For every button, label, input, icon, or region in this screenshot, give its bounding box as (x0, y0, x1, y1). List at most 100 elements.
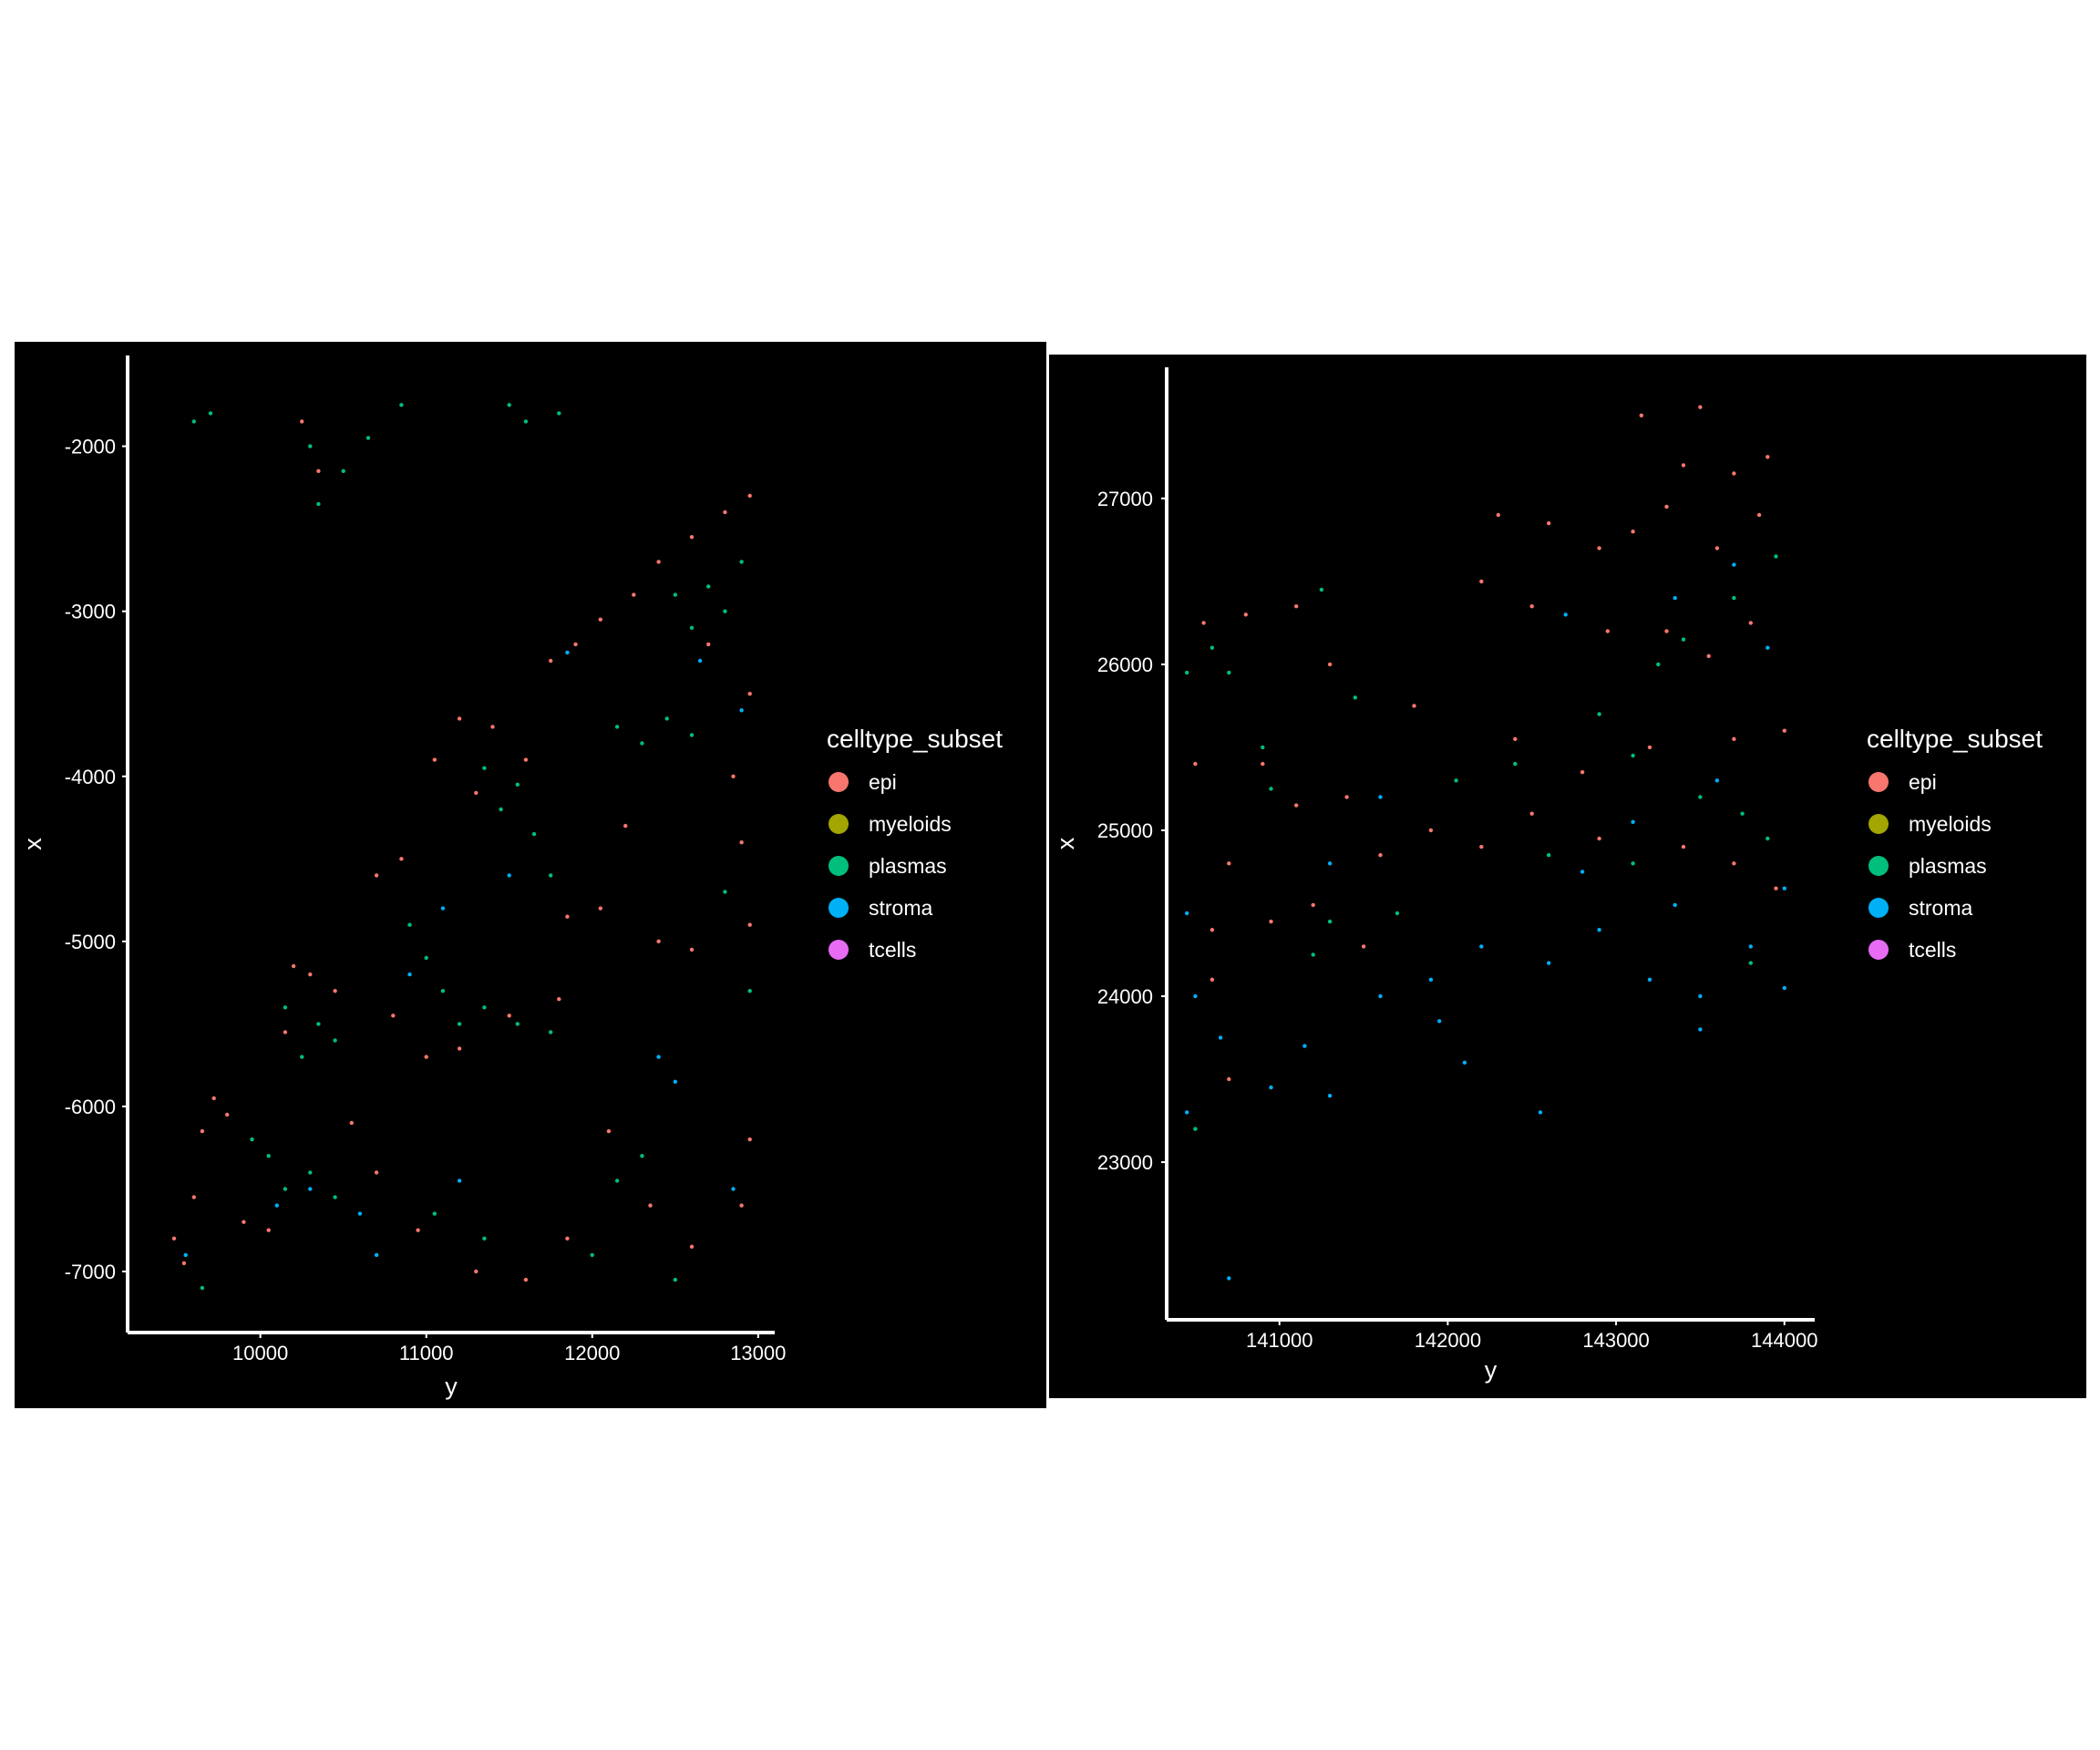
point-stroma (1437, 1019, 1442, 1024)
point-stroma (565, 650, 570, 655)
point-stroma (1673, 902, 1677, 908)
point-plasmas (1454, 778, 1458, 783)
point-epi (283, 1030, 288, 1035)
legend-label-epi: epi (869, 770, 897, 794)
point-epi (1597, 836, 1601, 841)
point-epi (565, 914, 570, 919)
point-epi (291, 963, 296, 969)
point-plasmas (200, 1285, 205, 1291)
point-epi (739, 840, 744, 845)
point-stroma (697, 658, 703, 664)
point-plasmas (208, 411, 213, 416)
point-plasmas (266, 1154, 271, 1158)
legend-title: celltype_subset (1867, 725, 2043, 753)
point-plasmas (482, 766, 487, 770)
point-epi (1529, 811, 1534, 816)
point-stroma (1714, 778, 1720, 783)
point-stroma (1631, 819, 1635, 824)
point-epi (1210, 928, 1215, 932)
point-stroma (407, 972, 412, 977)
point-plasmas (482, 1005, 487, 1010)
point-stroma (656, 1055, 661, 1059)
x-tick-label: 144000 (1751, 1329, 1817, 1352)
y-tick-label: -7000 (65, 1261, 116, 1283)
point-plasmas (341, 468, 345, 473)
point-plasmas (1193, 1127, 1198, 1131)
point-epi (181, 1261, 187, 1266)
point-epi (747, 692, 752, 696)
point-epi (1782, 728, 1787, 733)
point-epi (747, 493, 752, 499)
point-stroma (274, 1203, 279, 1208)
y-tick-label: 25000 (1097, 819, 1153, 842)
point-plasmas (399, 403, 404, 407)
point-stroma (1563, 612, 1568, 617)
point-epi (1294, 604, 1299, 609)
point-epi (200, 1128, 205, 1134)
point-plasmas (614, 1179, 620, 1183)
legend-label-plasmas: plasmas (869, 854, 947, 878)
panel-background (15, 342, 1046, 1408)
point-plasmas (482, 1236, 487, 1241)
legend-label-epi: epi (1909, 770, 1937, 794)
point-epi (1294, 803, 1299, 808)
point-epi (507, 1014, 511, 1018)
point-plasmas (723, 890, 727, 894)
point-epi (1706, 654, 1711, 658)
point-epi (1681, 844, 1686, 849)
point-plasmas (365, 436, 371, 440)
point-stroma (731, 1187, 736, 1191)
legend-key-tcells (1868, 940, 1889, 960)
point-epi (689, 1244, 695, 1250)
legend-key-tcells (829, 940, 849, 960)
point-epi (1327, 662, 1333, 667)
point-plasmas (640, 741, 644, 746)
point-stroma (1597, 928, 1601, 932)
point-epi (211, 1096, 216, 1101)
point-plasmas (1513, 761, 1518, 767)
point-epi (1210, 977, 1215, 983)
point-epi (523, 1277, 529, 1282)
x-tick-label: 142000 (1415, 1329, 1481, 1352)
panel-background (1049, 355, 2086, 1398)
point-epi (656, 560, 661, 564)
point-plasmas (1698, 795, 1703, 799)
point-plasmas (1353, 695, 1358, 700)
point-epi (1227, 1076, 1231, 1082)
point-epi (1732, 861, 1736, 866)
point-epi (490, 725, 495, 729)
point-stroma (1698, 1027, 1703, 1032)
point-stroma (1673, 595, 1677, 601)
point-stroma (374, 1252, 379, 1258)
point-epi (457, 716, 462, 721)
point-epi (300, 419, 304, 424)
legend-title: celltype_subset (827, 725, 1003, 753)
point-plasmas (333, 1195, 337, 1199)
point-epi (1412, 704, 1416, 708)
point-stroma (1218, 1035, 1223, 1040)
point-plasmas (1597, 712, 1601, 716)
y-tick-label: -5000 (65, 931, 116, 953)
point-epi (723, 510, 727, 515)
point-plasmas (283, 1005, 288, 1010)
point-stroma (1185, 911, 1189, 916)
point-epi (457, 1046, 462, 1051)
point-epi (266, 1228, 271, 1232)
point-epi (474, 1269, 479, 1274)
point-plasmas (549, 873, 553, 878)
point-plasmas (1210, 645, 1215, 650)
y-tick-label: 23000 (1097, 1151, 1153, 1174)
point-epi (1597, 546, 1601, 551)
point-epi (191, 1195, 196, 1199)
point-plasmas (440, 989, 446, 993)
x-axis-title: y (1485, 1356, 1498, 1384)
point-plasmas (1185, 670, 1189, 675)
point-plasmas (308, 444, 313, 448)
point-epi (349, 1120, 354, 1126)
point-plasmas (706, 584, 711, 589)
legend-key-myeloids (1868, 814, 1889, 834)
point-epi (333, 989, 337, 993)
point-plasmas (515, 782, 520, 787)
point-epi (1269, 919, 1273, 924)
